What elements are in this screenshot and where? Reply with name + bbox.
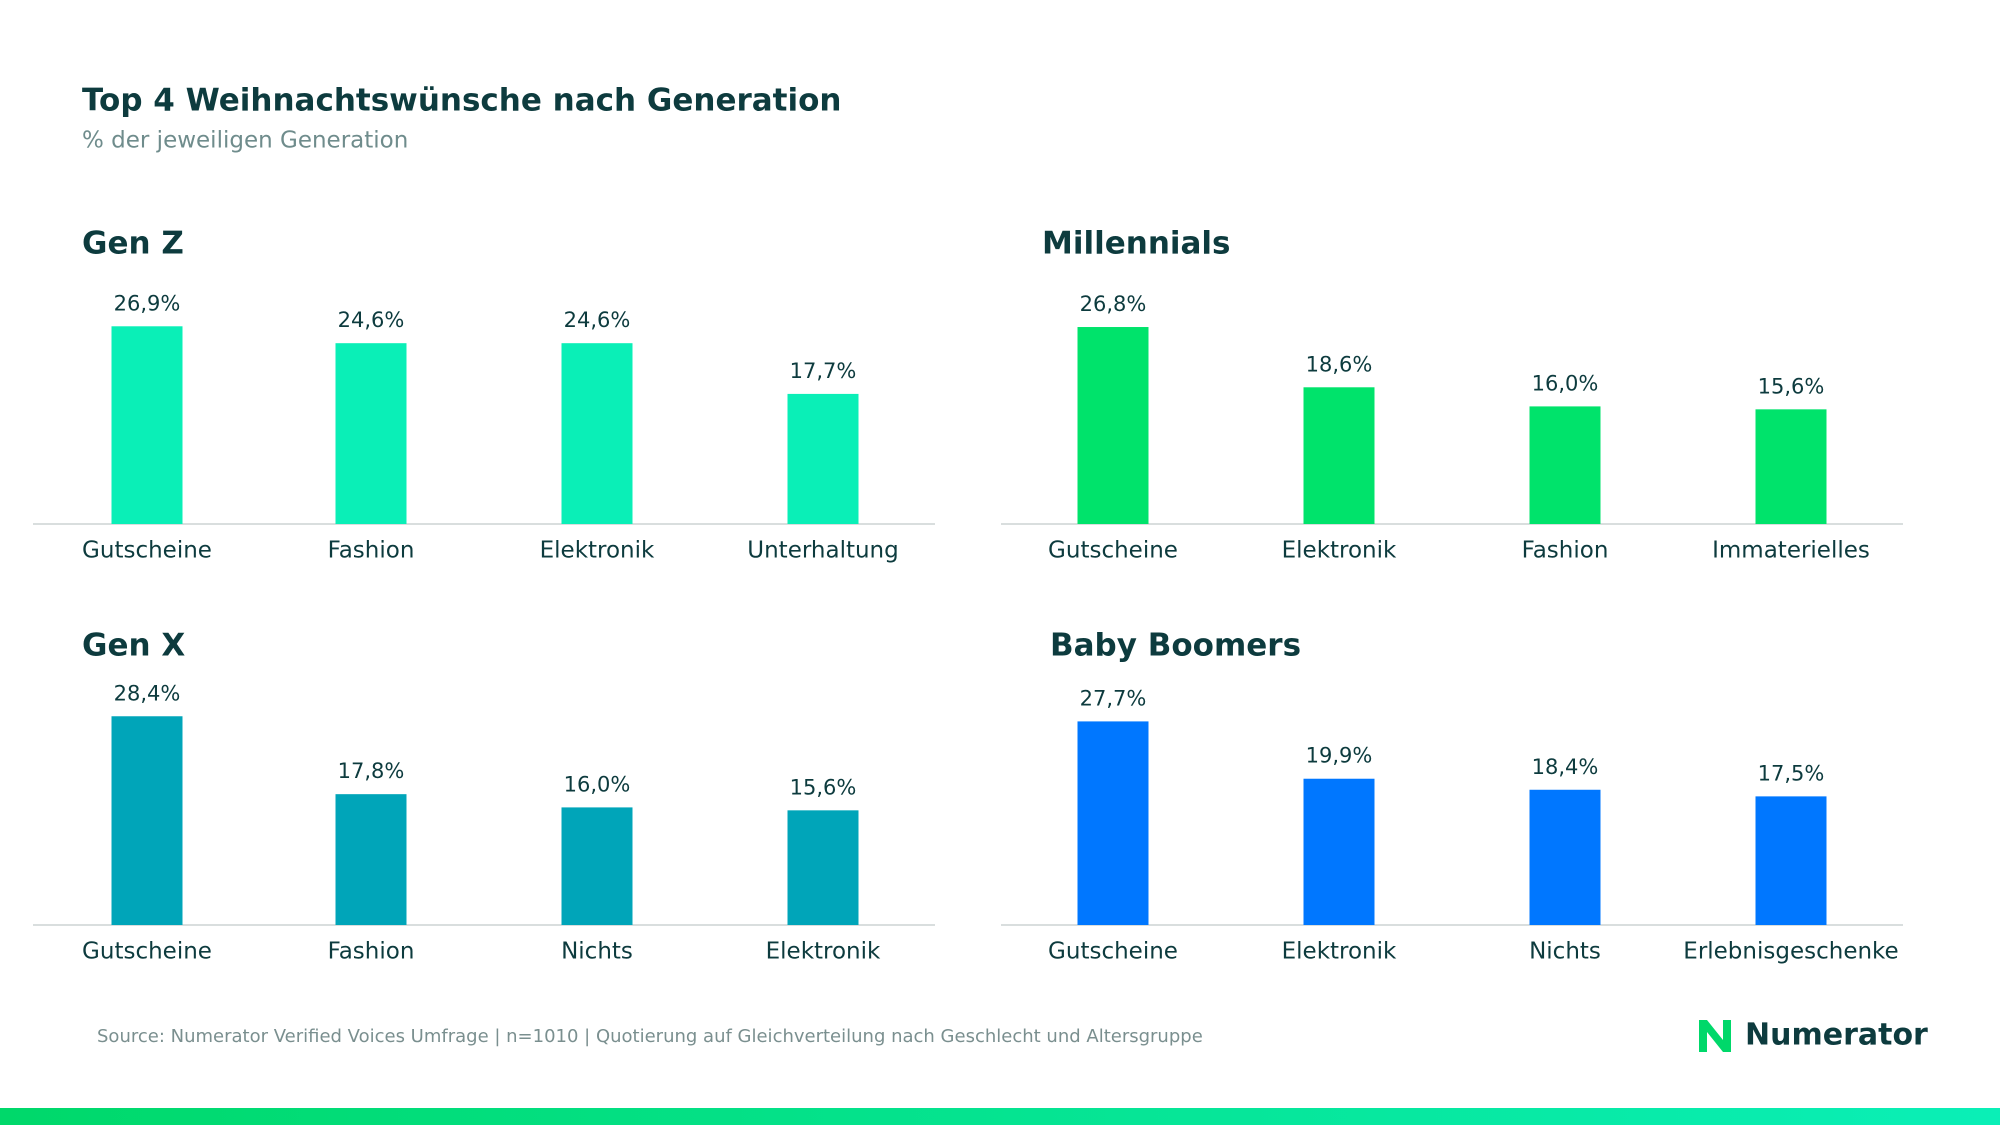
value-label: 24,6% <box>338 308 405 332</box>
bar <box>335 794 407 925</box>
value-label: 26,9% <box>114 291 181 315</box>
page-subtitle: % der jeweiligen Generation <box>82 128 408 154</box>
category-label: Gutscheine <box>82 538 212 564</box>
value-label: 16,0% <box>564 772 631 796</box>
bar <box>561 343 633 524</box>
bar <box>1755 796 1827 925</box>
category-label: Elektronik <box>1282 939 1397 965</box>
bar <box>1077 327 1149 524</box>
source-note: Source: Numerator Verified Voices Umfrag… <box>97 1026 1203 1047</box>
value-label: 17,8% <box>338 759 405 783</box>
bar <box>111 716 183 925</box>
footer-bar <box>0 1108 2000 1125</box>
brand-name: Numerator <box>1745 1018 1928 1053</box>
bar <box>1077 721 1149 925</box>
value-label: 18,4% <box>1532 755 1599 779</box>
panel-title: Gen Z <box>82 226 184 262</box>
value-label: 15,6% <box>790 775 857 799</box>
bar <box>1529 789 1601 925</box>
bar <box>1529 406 1601 524</box>
value-label: 28,4% <box>114 681 181 705</box>
category-label: Erlebnisgeschenke <box>1683 939 1898 965</box>
logo-icon <box>1699 1020 1731 1052</box>
value-label: 24,6% <box>564 308 631 332</box>
panel-title: Millennials <box>1042 226 1231 262</box>
category-label: Fashion <box>328 538 415 564</box>
value-label: 19,9% <box>1306 744 1373 768</box>
category-label: Gutscheine <box>1048 538 1178 564</box>
brand-logo: Numerator <box>1699 1018 1928 1053</box>
category-label: Gutscheine <box>82 939 212 965</box>
value-label: 18,6% <box>1306 352 1373 376</box>
value-label: 17,5% <box>1758 761 1825 785</box>
category-label: Nichts <box>1529 939 1601 965</box>
category-label: Unterhaltung <box>747 538 898 564</box>
panel-title: Gen X <box>82 628 185 664</box>
bar <box>335 343 407 524</box>
value-label: 26,8% <box>1080 292 1147 316</box>
bar <box>1303 778 1375 925</box>
page-title: Top 4 Weihnachtswünsche nach Generation <box>82 83 842 119</box>
bar <box>561 807 633 925</box>
bar <box>787 810 859 925</box>
panel-title: Baby Boomers <box>1050 628 1301 664</box>
bar <box>1303 387 1375 524</box>
category-label: Elektronik <box>766 939 881 965</box>
category-label: Nichts <box>561 939 633 965</box>
value-label: 15,6% <box>1758 374 1825 398</box>
category-label: Immaterielles <box>1712 538 1870 564</box>
category-label: Fashion <box>1522 538 1609 564</box>
bar <box>1755 409 1827 524</box>
value-label: 16,0% <box>1532 371 1599 395</box>
bar <box>787 393 859 524</box>
category-label: Gutscheine <box>1048 939 1178 965</box>
value-label: 27,7% <box>1080 686 1147 710</box>
value-label: 17,7% <box>790 359 857 383</box>
category-label: Elektronik <box>540 538 655 564</box>
bar <box>111 326 183 524</box>
category-label: Elektronik <box>1282 538 1397 564</box>
category-label: Fashion <box>328 939 415 965</box>
